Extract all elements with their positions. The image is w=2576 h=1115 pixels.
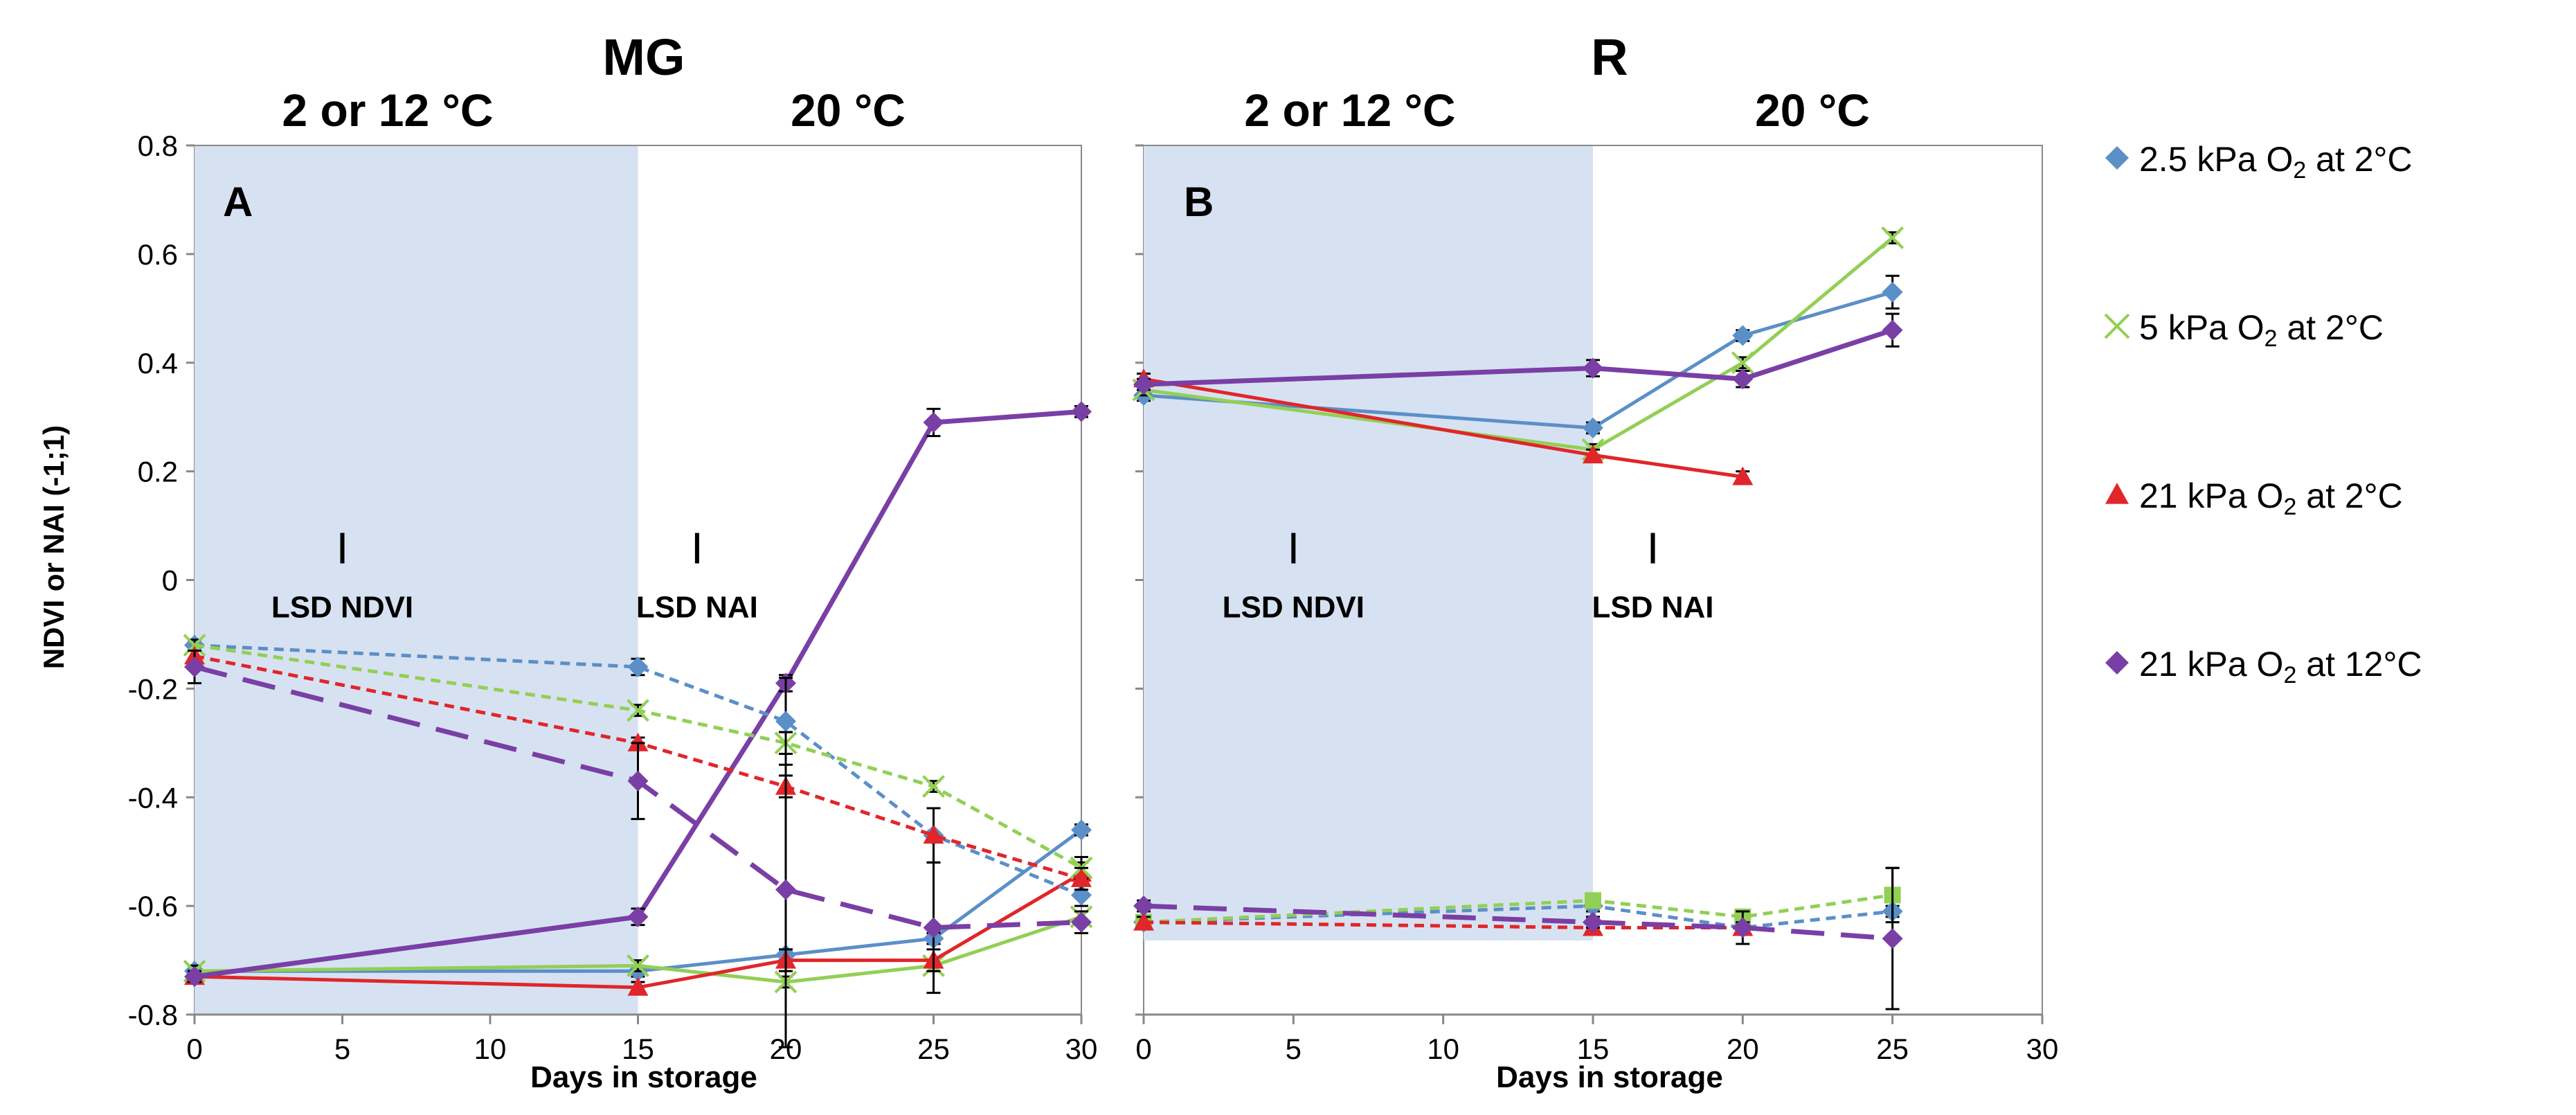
panel-a-data-point: [775, 879, 796, 900]
panel-b-series-nai-7: [1133, 866, 1903, 1010]
panel-a-data-point: [923, 917, 944, 938]
panel-b-data-point: [1732, 368, 1754, 390]
panel-a-data-point: [1071, 401, 1092, 422]
panel-b-data-point: [1732, 466, 1754, 485]
panel-a-x-label: Days in storage: [530, 1060, 757, 1094]
panel-b-series-line: [1143, 236, 1894, 452]
panel-a-shaded-region: [195, 146, 638, 1015]
panel-a: 0 5 10 15 20 25 30-0.8-0.6-0.4-0.200.20.40.60.…: [128, 130, 1098, 1065]
panel-a-data-point: [627, 976, 649, 996]
panel-a-x-tick-label: 5: [334, 1033, 350, 1065]
panel-b-x-label: Days in storage: [1496, 1060, 1723, 1094]
legend-entry-label: 2.5 kPa O2 at 2°C: [2139, 140, 2413, 184]
panel-b-series-ndvi-3: [1133, 312, 1903, 395]
panel-a-data-point: [1071, 819, 1092, 841]
panel-a-data-point: [627, 657, 649, 677]
panel-a-x-tick-label: 10: [474, 1033, 507, 1065]
panel-b-data-point: [1732, 917, 1754, 938]
panel-b-data-point: [1881, 226, 1904, 249]
panel-b-lsd-label: LSD NAI: [1592, 591, 1714, 625]
panel-b-data-point: [1731, 351, 1754, 375]
panel-b-series-line: [1143, 893, 1893, 925]
y-tick-label: -0.8: [128, 999, 178, 1031]
panel-a-letter: A: [223, 179, 253, 225]
legend-entry-label: 5 kPa O2 at 2°C: [2139, 308, 2384, 352]
panel-a-data-point: [184, 657, 205, 677]
legend: 2.5 kPa O2 at 2°C 5 kPa O2 at 2°C 21 kPa O…: [2104, 140, 2422, 688]
panel-b-letter: B: [1184, 179, 1214, 225]
panel-a-data-point: [1071, 911, 1092, 933]
panel-b-x-tick-label: 15: [1577, 1033, 1610, 1065]
panel-a-x-tick-label: 25: [917, 1033, 950, 1065]
panel-a-series-line: [194, 643, 1082, 897]
panel-a-data-point: [627, 699, 649, 722]
panel-b-data-point: [1583, 417, 1603, 438]
panel-b-title: R: [1591, 28, 1628, 86]
panel-b-x-tick-label: 25: [1876, 1033, 1909, 1065]
panel-b-unshaded-label: 20 °C: [1755, 84, 1870, 136]
panel-a-x-tick-label: 0: [186, 1033, 202, 1065]
legend-marker: [2104, 313, 2130, 339]
legend-marker: [2105, 146, 2129, 170]
panel-b-series-line: [1143, 290, 1893, 430]
panel-b-lsd-label: LSD NDVI: [1223, 591, 1364, 625]
panel-b-data-point: [1585, 892, 1601, 909]
y-tick-label: 0.6: [138, 238, 178, 271]
panel-a-data-point: [1071, 868, 1092, 887]
panel-b-data-point: [1732, 325, 1754, 346]
panel-a-data-point: [923, 825, 944, 844]
panel-b-shaded-region: [1144, 146, 1593, 940]
panel-b-data-point: [1133, 374, 1154, 395]
panel-b-shaded-label: 2 or 12 °C: [1244, 84, 1455, 136]
panel-b-data-point: [1583, 445, 1603, 464]
panel-b-x-tick-label: 30: [2026, 1033, 2059, 1065]
panel-a-data-point: [922, 775, 945, 798]
panel-b-data-point: [1133, 895, 1154, 917]
y-tick-label: 0.8: [138, 130, 178, 162]
y-tick-label: 0.2: [138, 456, 178, 488]
panel-b-x-tick-label: 0: [1135, 1033, 1151, 1065]
panel-b-x-tick-label: 5: [1286, 1033, 1301, 1065]
legend-entry-label: 21 kPa O2 at 2°C: [2139, 476, 2403, 520]
panel-a-series-nai-7: [184, 649, 1092, 1049]
panel-b-data-point: [1882, 281, 1903, 303]
panel-a-data-point: [775, 711, 796, 732]
y-axis-label: NDVI or NAI (-1;1): [37, 425, 70, 669]
panel-a-shaded-label: 2 or 12 °C: [282, 84, 493, 136]
panel-b-data-point: [1583, 911, 1603, 933]
panel-a-data-point: [923, 412, 944, 434]
y-tick-label: -0.2: [128, 672, 178, 705]
y-tick-label: -0.6: [128, 890, 178, 922]
panel-a-x-tick-label: 15: [622, 1033, 654, 1065]
panel-b-x-tick-label: 20: [1727, 1033, 1759, 1065]
panel-a-data-point: [627, 770, 649, 792]
panel-a-x-tick-label: 30: [1065, 1033, 1098, 1065]
panel-b-data-point: [1882, 319, 1903, 341]
panel-a-data-point: [183, 634, 206, 657]
panel-b-data-point: [1133, 911, 1154, 931]
panel-a-lsd-label: LSD NDVI: [271, 591, 413, 625]
y-tick-label: 0: [162, 564, 178, 597]
legend-marker: [2105, 483, 2129, 504]
panel-b: 0 5 10 15 20 25 30 LSD NDVI LSD NAI: [1132, 144, 2059, 1065]
y-tick-label: 0.4: [138, 347, 178, 380]
panel-b-series-line: [1143, 903, 1893, 941]
y-tick-label: -0.4: [128, 781, 178, 814]
legend-entry-label: 21 kPa O2 at 12°C: [2139, 645, 2422, 688]
panel-b-data-point: [1882, 928, 1903, 949]
panel-a-series-line: [194, 664, 1082, 931]
panel-a-data-point: [627, 906, 649, 927]
panel-a-title: MG: [602, 28, 685, 86]
panel-a-lsd-label: LSD NAI: [636, 591, 758, 625]
panel-b-x-tick-label: 10: [1427, 1033, 1459, 1065]
panel-b-data-point: [1583, 357, 1603, 379]
panel-b-series-line: [1143, 328, 1893, 387]
panel-a-unshaded-label: 20 °C: [791, 84, 906, 136]
panel-a-data-point: [184, 966, 205, 988]
panel-a-data-point: [627, 954, 649, 977]
legend-marker: [2105, 651, 2129, 675]
